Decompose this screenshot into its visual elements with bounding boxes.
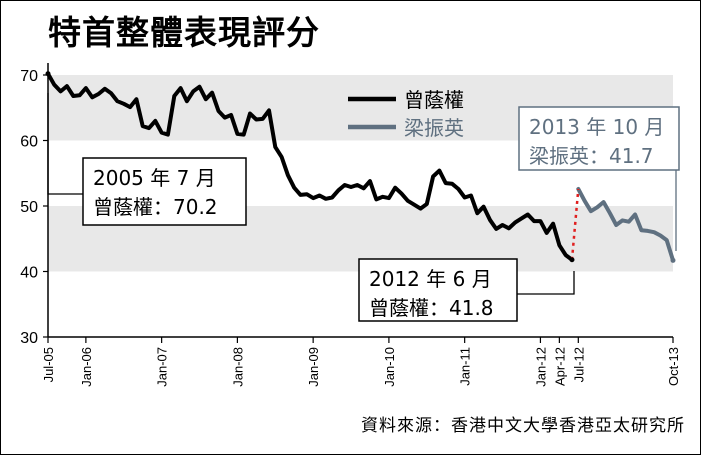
x-tick-label: Apr-12 (552, 347, 567, 386)
annotation-box (518, 106, 680, 171)
annotation-box (82, 157, 247, 226)
annotation-line2: 曾蔭權：70.2 (93, 195, 218, 219)
y-tick-label: 40 (20, 265, 38, 282)
x-tick-label: Oct-13 (666, 347, 681, 386)
legend-label: 曾蔭權 (404, 88, 464, 112)
legend-label: 梁振英 (404, 116, 464, 140)
transition-line (570, 188, 580, 260)
x-tick-label: Jan-09 (306, 347, 321, 387)
x-tick-label: Jul-12 (571, 347, 586, 382)
annotation-line1: 2013 年 10 月 (529, 115, 664, 139)
x-tick-label: Jan-10 (382, 347, 397, 387)
y-tick-label: 60 (20, 134, 38, 151)
annotation-leader (47, 93, 83, 195)
x-tick-label: Jan-12 (533, 347, 548, 387)
x-tick-label: Jan-06 (79, 347, 94, 387)
x-tick-label: Jul-05 (41, 347, 56, 382)
annotation-point (670, 257, 676, 263)
x-tick-label: Jan-08 (230, 347, 245, 387)
annotation-leader (517, 271, 575, 295)
annotation-line1: 2005 年 7 月 (93, 166, 216, 190)
x-tick-label: Jan-07 (155, 347, 170, 387)
y-tick-label: 70 (20, 68, 38, 85)
annotation-point (569, 257, 575, 263)
source-note: 資料來源：香港中文大學香港亞太研究所 (361, 416, 685, 436)
series-line-tsang (46, 71, 574, 262)
annotation-box (358, 258, 518, 322)
annotation-line1: 2012 年 6 月 (369, 267, 492, 291)
y-tick-label: 30 (20, 330, 38, 347)
annotation-line2: 曾蔭權：41.8 (369, 296, 494, 320)
series-line-leung (576, 187, 675, 263)
y-tick-label: 50 (20, 199, 38, 216)
chart-title: 特首整體表現評分 (48, 13, 320, 52)
annotation-line2: 梁振英：41.7 (529, 144, 654, 168)
annotation-point (45, 71, 51, 77)
x-tick-label: Jan-11 (458, 347, 473, 386)
